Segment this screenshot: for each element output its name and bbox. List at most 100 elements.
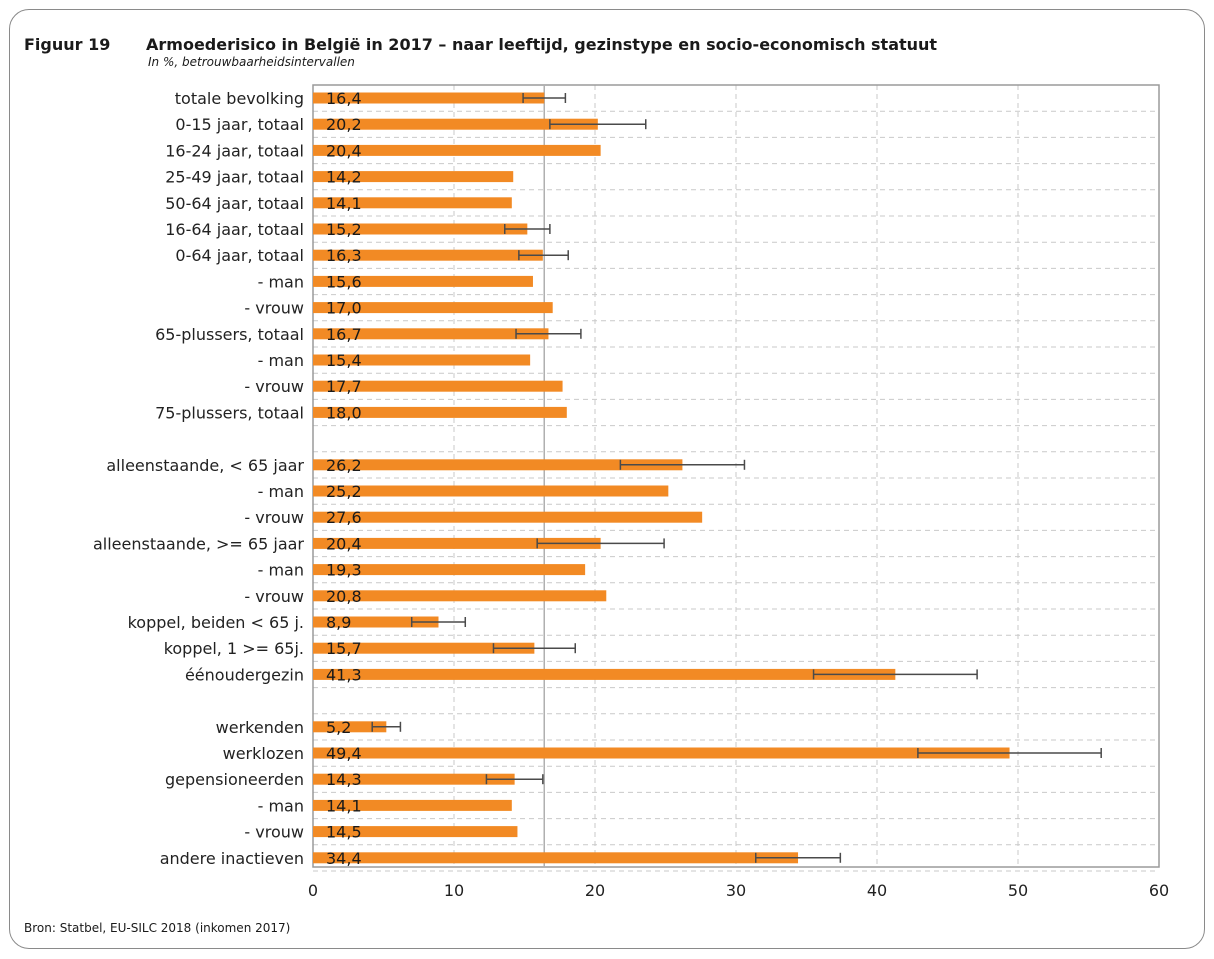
category-label: alleenstaande, >= 65 jaar [93, 534, 304, 553]
error-bar [518, 250, 569, 261]
data-label: 26,2 [326, 456, 362, 475]
x-tick-label: 20 [585, 881, 605, 900]
bar [313, 747, 1010, 759]
category-label: koppel, 1 >= 65j. [164, 639, 304, 658]
bar [313, 485, 669, 497]
bar [313, 590, 607, 602]
category-label: - vrouw [244, 377, 304, 396]
category-label: 75-plussers, totaal [155, 403, 304, 422]
value-labels: 16,4 20,2 20,4 14,2 14,1 15,2 16,3 15,6 17,0 16,7… [326, 89, 362, 868]
data-label: 27,6 [326, 508, 362, 527]
plot-frame [312, 84, 1160, 868]
category-label: koppel, beiden < 65 j. [128, 613, 304, 632]
category-label: - man [258, 482, 304, 501]
category-label: 65-plussers, totaal [155, 325, 304, 344]
bar [313, 380, 563, 392]
category-label: andere inactieven [160, 849, 304, 868]
category-label: - man [258, 351, 304, 370]
chart-title: Armoederisico in België in 2017 – naar l… [146, 35, 938, 54]
source-note: Bron: Statbel, EU-SILC 2018 (inkomen 201… [24, 921, 291, 935]
error-bar [536, 538, 665, 549]
data-label: 15,7 [326, 639, 362, 658]
bars [313, 92, 1010, 864]
x-tick-label: 40 [867, 881, 887, 900]
bar [313, 773, 515, 785]
x-tick-label: 50 [1008, 881, 1028, 900]
bar [313, 249, 543, 261]
bar [313, 171, 514, 183]
data-label: 20,4 [326, 141, 362, 160]
data-label: 8,9 [326, 613, 351, 632]
data-label: 17,0 [326, 299, 362, 318]
category-label: werklozen [223, 744, 304, 763]
category-labels: totale bevolking 0-15 jaar, totaal 16-24 j… [93, 89, 304, 868]
category-label: - vrouw [244, 299, 304, 318]
data-label: 20,2 [326, 115, 362, 134]
category-label: - vrouw [244, 823, 304, 842]
category-label: totale bevolking [175, 89, 304, 108]
x-tick-label: 30 [726, 881, 746, 900]
category-label: - man [258, 796, 304, 815]
bar [313, 302, 553, 314]
data-label: 49,4 [326, 744, 362, 763]
data-label: 15,4 [326, 351, 362, 370]
error-bar [619, 459, 746, 470]
data-label: 15,2 [326, 220, 362, 239]
x-tick-label: 60 [1149, 881, 1169, 900]
bar [313, 144, 601, 156]
figure-number: Figuur 19 [24, 35, 111, 54]
bar [313, 721, 387, 733]
data-label: 16,4 [326, 89, 362, 108]
error-bar [549, 119, 647, 130]
bar [313, 459, 683, 471]
category-label: alleenstaande, < 65 jaar [106, 456, 304, 475]
error-bar [812, 669, 978, 680]
bar [313, 826, 518, 838]
data-label: 41,3 [326, 665, 362, 684]
x-tick-label: 0 [308, 881, 318, 900]
category-label: - man [258, 272, 304, 291]
bar [313, 668, 896, 680]
error-bar [492, 643, 577, 654]
data-label: 18,0 [326, 403, 362, 422]
error-bar [410, 617, 467, 627]
bar [313, 197, 512, 209]
bar [313, 354, 531, 366]
category-label: 16-24 jaar, totaal [165, 141, 304, 160]
bar [313, 223, 528, 235]
bar [313, 564, 586, 576]
data-label: 20,8 [326, 587, 362, 606]
error-bar [917, 748, 1102, 758]
error-bar [754, 852, 842, 863]
category-label: 0-15 jaar, totaal [175, 115, 304, 134]
error-bars [371, 93, 1102, 863]
category-label: - man [258, 561, 304, 580]
error-bar [485, 774, 544, 785]
data-label: 16,7 [326, 325, 362, 344]
error-bar [504, 224, 551, 234]
data-label: 17,7 [326, 377, 362, 396]
category-label: gepensioneerden [165, 770, 304, 789]
bar [313, 616, 439, 628]
figure-frame [9, 9, 1205, 949]
data-label: 15,6 [326, 272, 362, 291]
error-bar [371, 721, 402, 732]
x-axis-ticks: 0 10 20 30 40 50 60 [308, 881, 1169, 900]
chart-subtitle: In %, betrouwbaarheidsintervallen [148, 55, 355, 69]
bar [313, 799, 512, 811]
category-label: 0-64 jaar, totaal [175, 246, 304, 265]
data-label: 20,4 [326, 534, 362, 553]
category-label: 50-64 jaar, totaal [165, 194, 304, 213]
data-label: 14,3 [326, 770, 362, 789]
data-label: 25,2 [326, 482, 362, 501]
category-label: 16-64 jaar, totaal [165, 220, 304, 239]
bar [313, 642, 535, 654]
error-bar [515, 328, 582, 339]
data-label: 14,1 [326, 194, 362, 213]
bar [313, 511, 703, 523]
bar [313, 118, 598, 130]
error-bar [522, 93, 567, 103]
x-tick-label: 10 [444, 881, 464, 900]
bar [313, 92, 545, 104]
